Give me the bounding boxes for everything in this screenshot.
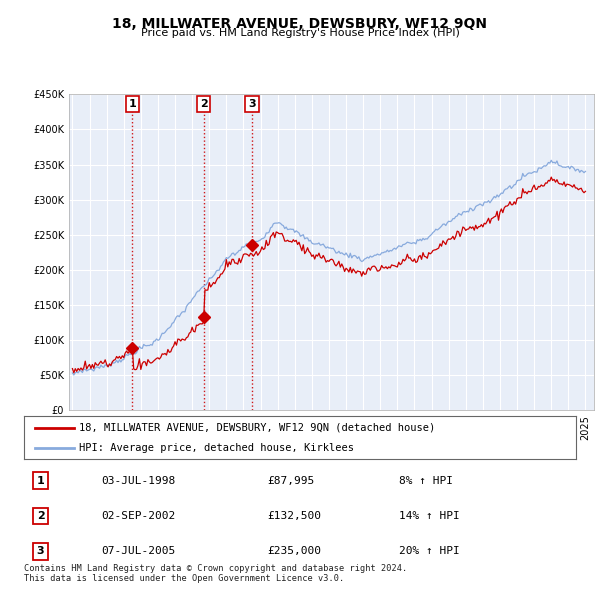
Text: 1: 1: [128, 99, 136, 109]
Text: £235,000: £235,000: [267, 546, 321, 556]
Text: 3: 3: [37, 546, 44, 556]
Text: 18, MILLWATER AVENUE, DEWSBURY, WF12 9QN: 18, MILLWATER AVENUE, DEWSBURY, WF12 9QN: [113, 17, 487, 31]
Text: 2: 2: [200, 99, 208, 109]
Text: £87,995: £87,995: [267, 476, 314, 486]
Text: 18, MILLWATER AVENUE, DEWSBURY, WF12 9QN (detached house): 18, MILLWATER AVENUE, DEWSBURY, WF12 9QN…: [79, 422, 436, 432]
Text: £132,500: £132,500: [267, 511, 321, 521]
Text: 3: 3: [248, 99, 256, 109]
Text: 03-JUL-1998: 03-JUL-1998: [101, 476, 176, 486]
Text: 8% ↑ HPI: 8% ↑ HPI: [400, 476, 454, 486]
Text: 2: 2: [37, 511, 44, 521]
Text: HPI: Average price, detached house, Kirklees: HPI: Average price, detached house, Kirk…: [79, 443, 354, 453]
Text: 1: 1: [37, 476, 44, 486]
Text: Contains HM Land Registry data © Crown copyright and database right 2024.
This d: Contains HM Land Registry data © Crown c…: [24, 563, 407, 583]
Text: 07-JUL-2005: 07-JUL-2005: [101, 546, 176, 556]
Text: Price paid vs. HM Land Registry's House Price Index (HPI): Price paid vs. HM Land Registry's House …: [140, 28, 460, 38]
Text: 20% ↑ HPI: 20% ↑ HPI: [400, 546, 460, 556]
Text: 02-SEP-2002: 02-SEP-2002: [101, 511, 176, 521]
Text: 14% ↑ HPI: 14% ↑ HPI: [400, 511, 460, 521]
